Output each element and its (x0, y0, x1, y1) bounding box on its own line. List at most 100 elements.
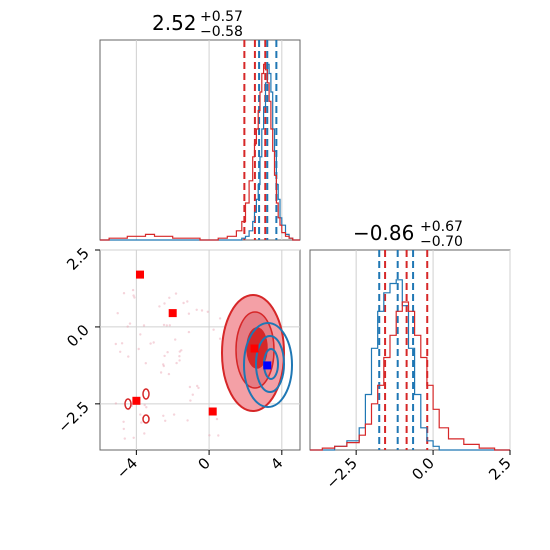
y-tick-label-joint-1: 0.0 (63, 321, 93, 351)
histogram-line-marginal-y-1 (310, 301, 510, 451)
background-point (116, 312, 119, 315)
background-point (142, 324, 146, 327)
background-point (178, 355, 181, 358)
background-point (159, 371, 163, 374)
background-point (186, 300, 189, 303)
panel-joint: −4 0 4 2.5 0.0 −2.5 (54, 244, 301, 482)
histogram-line-marginal-x-0 (100, 63, 300, 241)
x-tick-label-joint-2: 4 (267, 454, 286, 473)
title-main-marginal-y: −0.86 (353, 221, 414, 245)
background-point (200, 309, 204, 312)
marker-red-0 (136, 270, 144, 279)
background-point (218, 317, 222, 320)
x-tick-label-joint-1: 0 (194, 454, 213, 473)
grid-marginal-y (355, 250, 511, 450)
background-point (132, 294, 135, 297)
x-tick-label-marginal-y-0: −2.5 (323, 454, 361, 492)
background-point (188, 385, 192, 389)
contour-red-island-3 (142, 414, 150, 424)
background-point (196, 384, 199, 388)
quantile-lines-marginal-x (243, 40, 278, 240)
contour-red-island-2 (142, 388, 150, 400)
quantile-lines-marginal-y (378, 250, 429, 450)
background-point (162, 364, 165, 368)
background-point (120, 342, 124, 345)
background-point (218, 337, 222, 340)
x-tick-label-marginal-y-1: 0.0 (408, 454, 438, 484)
background-point (197, 386, 200, 390)
background-point (122, 292, 126, 295)
background-point (175, 361, 178, 365)
background-point (168, 324, 171, 327)
contour-red-island-1 (124, 398, 132, 410)
histogram-lines-marginal-y (310, 279, 510, 451)
background-point (127, 355, 130, 358)
background-point (162, 363, 165, 366)
background-point (123, 437, 127, 440)
background-point (189, 399, 192, 402)
title-sup-marginal-y: +0.67 (420, 219, 463, 235)
background-point (187, 312, 191, 315)
background-point (187, 330, 191, 334)
background-point (133, 296, 136, 299)
background-point (144, 362, 147, 365)
title-sub-marginal-x: −0.58 (200, 24, 243, 40)
background-point (143, 432, 146, 435)
background-point (137, 347, 140, 351)
background-point (128, 322, 132, 325)
background-point (145, 406, 148, 409)
background-point (163, 302, 166, 305)
background-point (182, 301, 185, 305)
background-point (178, 359, 181, 362)
background-point (139, 413, 142, 416)
marker-points (132, 270, 272, 416)
marker-red-2 (208, 407, 217, 416)
background-point (180, 349, 183, 352)
y-tick-label-joint-2: −2.5 (54, 398, 92, 436)
background-point (195, 308, 198, 311)
background-point (162, 323, 166, 327)
background-point (174, 338, 177, 341)
background-point (139, 333, 142, 336)
background-point (215, 417, 219, 421)
background-point (167, 372, 171, 376)
tick-labels-marginal-y: −2.5 0.0 2.5 (323, 450, 515, 493)
marker-red-3 (132, 396, 141, 405)
marker-red-4 (250, 344, 259, 353)
x-tick-label-marginal-y-2: 2.5 (485, 454, 515, 484)
marker-blue-0 (263, 361, 272, 370)
background-point (114, 402, 118, 405)
panel-marginal-y: −2.5 0.0 2.5 −0.86 +0.67 −0.70 (309, 219, 515, 493)
background-point (172, 413, 176, 416)
scatter-background (114, 288, 222, 440)
background-point (164, 419, 167, 422)
background-point (163, 354, 166, 358)
background-point (152, 341, 155, 344)
title-sub-marginal-y: −0.70 (420, 234, 463, 250)
background-point (178, 350, 181, 353)
x-tick-label-joint-0: −4 (113, 454, 141, 482)
background-point (122, 420, 125, 423)
background-point (131, 288, 135, 292)
background-point (149, 342, 152, 345)
background-point (217, 434, 220, 437)
background-point (122, 427, 126, 431)
title-sup-marginal-x: +0.57 (200, 9, 243, 25)
background-point (186, 419, 189, 422)
background-point (165, 324, 168, 327)
background-point (126, 325, 129, 328)
background-point (191, 393, 194, 396)
marker-red-1 (168, 309, 177, 318)
background-point (119, 350, 122, 353)
contour-blue-middle (255, 335, 285, 393)
background-point (162, 414, 165, 417)
histogram-line-marginal-x-1 (100, 63, 300, 241)
background-point (140, 421, 143, 424)
contour-blue-outer (243, 322, 293, 408)
background-point (212, 328, 215, 331)
background-point (174, 292, 178, 295)
grid-marginal-x (135, 40, 283, 240)
background-point (206, 310, 209, 313)
background-point (114, 342, 118, 346)
background-point (143, 403, 146, 407)
